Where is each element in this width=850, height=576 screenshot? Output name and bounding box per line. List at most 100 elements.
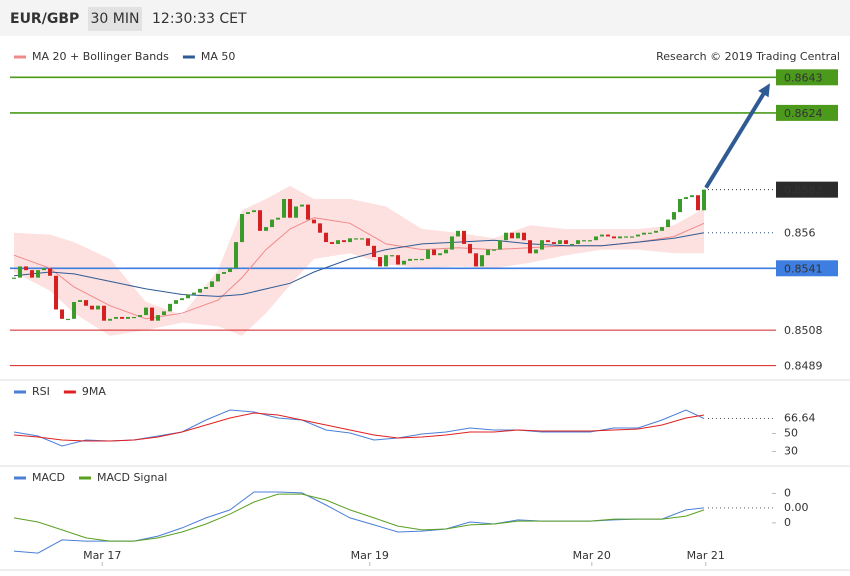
candle [564, 240, 569, 244]
candle [660, 227, 665, 231]
candle [348, 238, 353, 243]
symbol: EUR/GBP [10, 11, 79, 27]
candle [60, 309, 65, 319]
candle [528, 240, 533, 254]
candle [414, 258, 419, 261]
candle [12, 277, 17, 279]
candle [108, 318, 113, 321]
legend-label: MA 50 [201, 50, 236, 63]
candle [150, 307, 155, 321]
candle [558, 240, 563, 244]
candle [336, 240, 341, 244]
candle [672, 212, 677, 220]
indicator-line [13, 412, 705, 442]
candle [180, 298, 185, 301]
indicator-line [13, 493, 705, 542]
candle [498, 240, 503, 250]
candle [114, 316, 119, 319]
candle [450, 236, 455, 250]
candle [678, 199, 683, 213]
candle [426, 249, 431, 259]
candle [72, 301, 77, 319]
candle [186, 294, 191, 299]
level-label-box [776, 322, 838, 339]
candle [252, 210, 257, 213]
candle [510, 232, 515, 239]
legend-label: RSI [32, 385, 50, 398]
candle [24, 266, 29, 271]
level-label-box [776, 260, 838, 277]
candle [288, 199, 293, 218]
candle [438, 253, 443, 256]
candle [612, 236, 617, 239]
candle [42, 268, 47, 271]
candle [282, 199, 287, 218]
level-label: 0.8541 [784, 262, 823, 275]
candle [198, 288, 203, 293]
candle [480, 255, 485, 267]
candle [582, 240, 587, 242]
candle [456, 230, 461, 237]
candle [264, 227, 269, 231]
candle [144, 307, 149, 316]
candle [342, 240, 347, 243]
bollinger-band [14, 185, 704, 336]
candle [534, 249, 539, 254]
candle [228, 268, 233, 273]
candle [462, 230, 467, 244]
candle [636, 234, 641, 237]
candle [270, 219, 275, 228]
candle [504, 232, 509, 241]
candle [570, 243, 575, 246]
candle [540, 240, 545, 250]
candle [606, 234, 611, 237]
candle [522, 232, 527, 241]
candle [576, 240, 581, 244]
candle [690, 195, 695, 198]
candle [234, 242, 239, 269]
interval-box [88, 7, 142, 31]
target-arrow [704, 89, 768, 189]
level-label: 0.8583 [784, 184, 823, 197]
candle [204, 287, 209, 289]
candle [156, 315, 161, 321]
y-tick-label: 0 [784, 516, 791, 529]
candle [468, 243, 473, 254]
legend-label: MA 20 + Bollinger Bands [32, 50, 169, 63]
candle [168, 303, 173, 312]
current-value-label: 0.00 [784, 501, 809, 514]
candle [222, 272, 227, 274]
candle [702, 189, 707, 211]
candle [600, 234, 605, 237]
level-label: 0.856 [784, 227, 816, 240]
candle [684, 197, 689, 200]
candle [132, 316, 137, 319]
interval: 30 MIN [91, 11, 140, 27]
time: 12:30:33 CET [152, 11, 247, 27]
candle [138, 315, 143, 317]
candle [420, 258, 425, 261]
level-label: 0.8489 [784, 360, 823, 373]
current-value-label: 66.64 [784, 412, 816, 425]
candle [408, 258, 413, 261]
candle [444, 249, 449, 254]
candle [306, 204, 311, 220]
candle [474, 253, 479, 267]
credit: Research © 2019 Trading Central [656, 50, 840, 63]
candle [648, 232, 653, 234]
candle [36, 270, 41, 278]
candle [126, 316, 131, 319]
candle [588, 240, 593, 242]
candle [402, 260, 407, 265]
y-tick-label: 0 [784, 487, 791, 500]
level-label-box [776, 181, 838, 198]
candle [324, 232, 329, 243]
legend-label: MACD [32, 471, 65, 484]
candle [84, 300, 89, 306]
candle [696, 195, 701, 211]
x-tick-label: Mar 19 [351, 549, 389, 562]
candle [486, 249, 491, 256]
candle [96, 305, 101, 310]
x-tick-label: Mar 17 [83, 549, 121, 562]
candle [18, 266, 23, 278]
